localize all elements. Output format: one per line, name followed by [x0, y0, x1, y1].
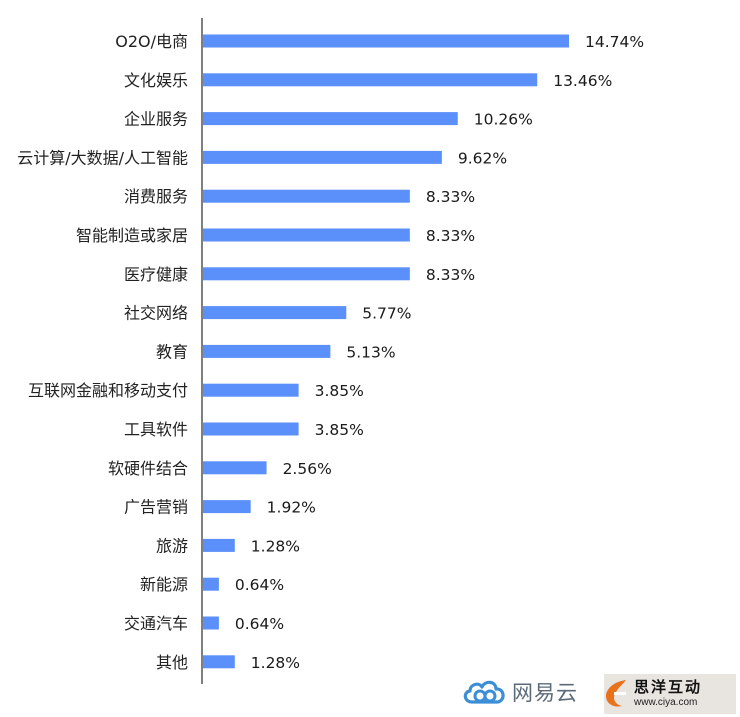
- data-label: 3.85%: [315, 421, 364, 439]
- bar: [203, 538, 235, 552]
- data-label: 14.74%: [585, 33, 644, 51]
- category-label: 云计算/大数据/人工智能: [17, 148, 188, 167]
- chart-marks: O2O/电商 14.74% 文化娱乐 13.46% 企业服务 10.26% 云计算/大数据/…: [17, 32, 644, 672]
- bar: [203, 422, 299, 436]
- category-label: 工具软件: [124, 420, 188, 439]
- category-label: 社交网络: [124, 304, 188, 323]
- data-label: 1.28%: [251, 537, 300, 555]
- bar: [203, 34, 569, 48]
- bar: [203, 655, 235, 669]
- data-label: 0.64%: [235, 615, 284, 633]
- category-label: 旅游: [156, 536, 188, 555]
- bar: [203, 112, 458, 126]
- category-label: 新能源: [140, 575, 188, 594]
- ciya-logo-title: 思洋互动: [634, 678, 703, 696]
- bar: [203, 73, 538, 87]
- data-label: 2.56%: [283, 460, 332, 478]
- data-label: 8.33%: [426, 188, 475, 206]
- bar: [203, 500, 251, 514]
- data-label: 1.92%: [267, 499, 316, 517]
- bar: [203, 306, 347, 320]
- netease-logo-text: 网易云: [512, 681, 578, 705]
- bar: [203, 189, 410, 203]
- bar: [203, 150, 442, 164]
- data-label: 10.26%: [474, 111, 533, 129]
- category-label: 医疗健康: [124, 265, 188, 284]
- ciya-mark-icon: [606, 680, 626, 707]
- data-label: 8.33%: [426, 266, 475, 284]
- bar: [203, 344, 331, 358]
- bar: [203, 228, 410, 242]
- ciya-logo-url: www.ciya.com: [634, 697, 698, 708]
- data-label: 9.62%: [458, 149, 507, 167]
- ciya-logo: 思洋互动 www.ciya.com: [604, 674, 736, 714]
- netease-cloud-logo: 网易云: [460, 676, 578, 708]
- category-label: 互联网金融和移动支付: [28, 381, 188, 400]
- category-label: 企业服务: [124, 110, 188, 129]
- category-label: 软硬件结合: [108, 459, 188, 478]
- category-label: 文化娱乐: [124, 71, 188, 90]
- category-label: 教育: [156, 342, 188, 361]
- data-label: 13.46%: [553, 72, 612, 90]
- data-label: 0.64%: [235, 576, 284, 594]
- category-label: 广告营销: [124, 498, 188, 517]
- category-label: 消费服务: [124, 187, 188, 206]
- bar: [203, 577, 219, 591]
- category-label: 其他: [156, 653, 188, 672]
- bar: [203, 267, 410, 281]
- category-label: 交通汽车: [124, 614, 188, 633]
- category-label: 智能制造或家居: [76, 226, 188, 245]
- bar: [203, 616, 219, 630]
- cloud-icon: [463, 680, 505, 704]
- data-label: 3.85%: [315, 382, 364, 400]
- data-label: 8.33%: [426, 227, 475, 245]
- data-label: 1.28%: [251, 654, 300, 672]
- bar: [203, 461, 267, 475]
- data-label: 5.77%: [362, 305, 411, 323]
- category-label: O2O/电商: [115, 32, 188, 51]
- bar: [203, 383, 299, 397]
- data-label: 5.13%: [346, 343, 395, 361]
